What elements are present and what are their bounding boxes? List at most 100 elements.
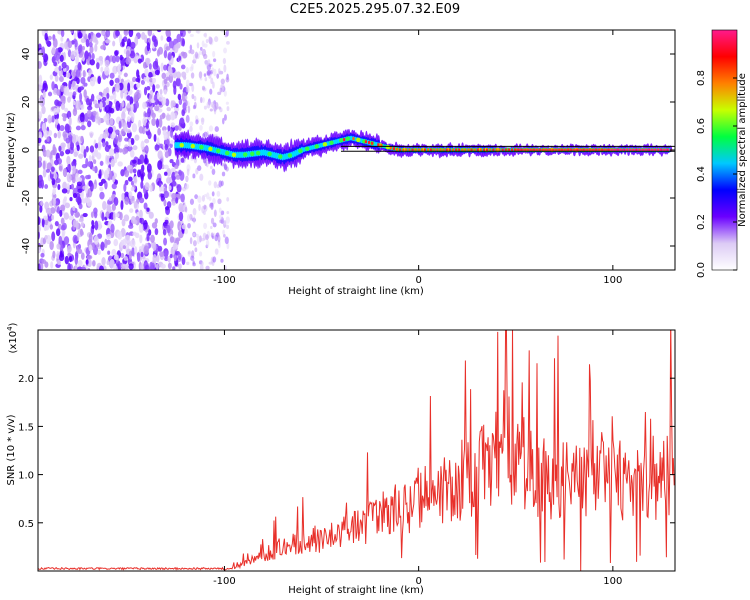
spectrogram-noise-cell [87,267,91,270]
spectrogram-noise-cell [167,262,172,270]
spectrogram-noise-cell [51,178,56,186]
spectrogram-noise-cell [66,183,70,191]
spectrogram-noise-cell [64,41,68,50]
spectrogram-peak-mark [267,151,272,157]
spectrogram-noise-cell [62,181,68,190]
spectrogram-ridge-core [185,142,189,149]
spectrogram-peak-cell [537,148,539,152]
spectrogram-noise-cell [175,103,179,109]
spectrogram-peak-cell [668,148,670,152]
spectrogram-noise-cell [89,145,95,153]
spectrogram-noise-cell [205,265,210,270]
spectrogram-noise-cell [205,239,210,248]
spectrogram-noise-cell [209,108,214,112]
y-tick-label: 20 [21,96,32,109]
spectrogram-noise-cell [111,203,116,211]
chart-title: C2E5.2025.295.07.32.E09 [289,2,461,17]
spectrogram-noise-cell [223,90,227,97]
spectrogram-noise-cell [57,130,62,139]
spectrogram-peak-mark [225,150,230,156]
spectrogram-noise-cell [108,197,112,202]
spectrogram-noise-cell [152,77,157,84]
spectrogram-peak-cell [660,148,662,152]
spectrogram-noise-cell [108,106,113,114]
spectrogram-peak-cell [650,148,652,152]
spectrogram-noise-cell [109,258,115,269]
spectrogram-noise-cell [130,41,136,50]
spectrogram-noise-cell [177,93,182,101]
spectrogram-noise-cell [93,211,98,219]
spectrogram-ylabel: Frequency (Hz) [6,112,17,188]
spectrogram-noise-cell [147,30,153,37]
spectrogram-noise-cell [192,208,197,216]
spectrogram-noise-cell [78,53,83,58]
spectrogram-noise-cell [223,64,227,73]
spectrogram-noise-cell [44,32,48,41]
spectrogram-noise-cell [88,244,93,252]
spectrogram-noise-cell [209,88,213,95]
spectrogram-noise-cell [51,214,55,221]
spectrogram-noise-cell [201,195,206,202]
spectrogram-peak-cell [646,148,648,152]
spectrogram-noise-cell [155,118,160,128]
spectrogram-noise-cell [126,145,133,152]
spectrogram-noise-cell [163,190,169,199]
spectrogram-noise-cell [77,177,83,182]
spectrogram-noise-cell [168,185,172,191]
spectrogram-noise-cell [91,219,95,226]
spectrogram-noise-cell [180,64,186,70]
spectrogram-noise-cell [83,148,87,159]
spectrogram-noise-cell [105,141,109,147]
spectrogram-noise-cell [136,252,141,263]
spectrogram-noise-cell [140,140,145,150]
spectrogram-noise-cell [92,99,98,105]
spectrogram-noise-cell [105,98,110,106]
spectrogram-noise-cell [81,198,87,204]
spectrogram-peak-cell [557,148,559,152]
spectrogram-noise-cell [132,76,137,83]
spectrogram-noise-cell [136,69,140,78]
spectrogram-noise-cell [50,207,56,214]
spectrogram-noise-cell [64,202,71,209]
spectrogram-noise-cell [157,46,164,55]
spectrogram-noise-cell [122,122,128,132]
spectrogram-noise-cell [146,207,150,212]
spectrogram-noise-cell [156,254,160,263]
spectrogram-noise-cell [68,134,73,143]
spectrogram-noise-cell [55,118,59,126]
spectrogram-noise-cell [168,60,174,66]
spectrogram-ridge-core [176,141,180,149]
spectrogram-ridge-core [247,150,251,158]
spectrogram-noise-cell [72,205,76,211]
spectrogram-peak-mark [305,146,310,151]
spectrogram-noise-cell [80,38,86,44]
spectrogram-noise-cell [212,50,216,58]
spectrogram-noise-cell [110,223,115,234]
spectrogram-noise-cell [175,71,182,79]
spectrogram-noise-cell [217,198,222,205]
spectrogram-noise-cell [137,169,141,178]
spectrogram-noise-cell [138,92,141,99]
spectrogram-noise-cell [140,173,144,182]
spectrogram-noise-cell [169,67,173,77]
spectrogram-noise-cell [86,254,93,260]
spectrogram-noise-cell [151,222,158,229]
spectrogram-noise-cell [122,147,127,155]
spectrogram-noise-cell [210,77,214,85]
spectrogram-noise-cell [59,42,65,49]
spectrogram-noise-cell [128,30,134,38]
spectrogram-noise-cell [224,265,227,270]
spectrogram-noise-cell [153,94,158,102]
spectrogram-noise-cell [120,169,125,177]
x-tick-label: 100 [603,275,622,286]
spectrogram-noise-cell [172,242,178,250]
spectrogram-noise-cell [164,219,169,225]
spectrogram-noise-cell [221,171,226,177]
spectrogram-noise-cell [171,200,176,206]
spectrogram-noise-cell [60,224,66,231]
spectrogram-noise-cell [72,165,76,174]
spectrogram-peak-cell [543,148,545,152]
spectrogram-noise-cell [165,72,170,78]
spectrogram-noise-cell [54,74,59,82]
spectrogram-noise-cell [121,100,125,108]
